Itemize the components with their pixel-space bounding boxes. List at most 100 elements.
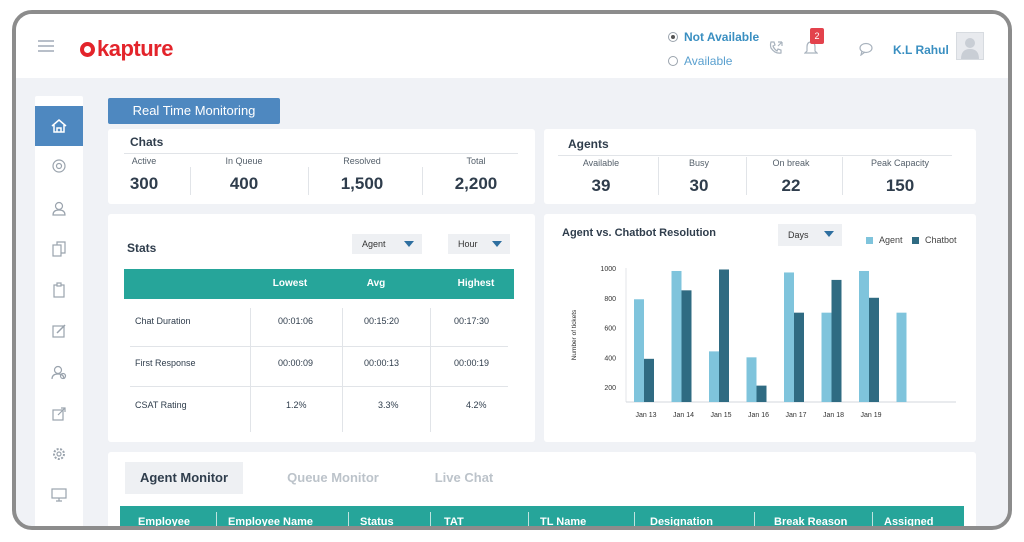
column-header[interactable]: Employee	[138, 516, 190, 528]
metric-value: 2,200	[454, 174, 498, 193]
tab-queue-monitor[interactable]: Queue Monitor	[287, 470, 379, 485]
y-tick-label: 400	[604, 355, 616, 362]
metric-label: Active	[131, 156, 157, 166]
row-label: CSAT Rating	[135, 400, 187, 410]
bar-agent-jan-16	[746, 357, 757, 402]
sidebar-item-user[interactable]	[35, 188, 83, 228]
kapture-logo[interactable]: kapture	[80, 36, 173, 62]
metric-label: In Queue	[225, 156, 263, 166]
agents-metric-busy: Busy 30	[664, 158, 734, 196]
edit-icon	[52, 324, 66, 338]
divider	[430, 512, 431, 526]
column-header[interactable]: Designation	[650, 516, 713, 528]
legend-label: Chatbot	[925, 235, 957, 245]
tab-agent-monitor[interactable]: Agent Monitor	[125, 462, 243, 494]
cell-value: 00:17:30	[454, 316, 490, 326]
sidebar-item-settings[interactable]	[35, 434, 83, 474]
bar-chart: 1000 800 600 400 200 Number of tickets Jan 13 J…	[571, 266, 956, 419]
phone-icon[interactable]	[768, 40, 784, 56]
status-available-option[interactable]: Available	[668, 54, 732, 68]
user-name[interactable]: K.L Rahul	[893, 43, 949, 57]
table-row: First Response 00:00:09 00:00:13 00:00:1…	[124, 344, 508, 384]
cell-value: 1.2%	[286, 400, 307, 410]
row-label: First Response	[135, 358, 196, 368]
column-header[interactable]: Break Reason	[774, 516, 848, 528]
metric-label: On break	[772, 158, 810, 168]
column-header[interactable]: Employee Name	[228, 516, 313, 528]
chats-card: Chats Active 300 In Queue 400 Resolved 1…	[108, 129, 535, 204]
sidebar-item-monitor[interactable]	[35, 475, 83, 515]
legend-chatbot: Chatbot	[912, 235, 957, 245]
agent-filter-dropdown[interactable]: Agent	[352, 234, 422, 254]
chats-metric-in-queue: In Queue 400	[202, 156, 286, 194]
x-tick-label: Jan 19	[860, 412, 881, 419]
metric-label: Peak Capacity	[870, 158, 930, 168]
metric-value: 300	[129, 174, 159, 193]
divider	[190, 167, 191, 195]
metric-label: Busy	[688, 158, 709, 168]
column-header[interactable]: Assigned	[884, 516, 934, 528]
x-tick-label: Jan 15	[710, 412, 731, 419]
agent-monitor-table-header: Employee Employee Name Status TAT TL Nam…	[120, 506, 964, 528]
agents-card: Agents Available 39 Busy 30 On break 22 …	[544, 129, 976, 204]
column-header[interactable]: TL Name	[540, 516, 587, 528]
sidebar-item-clipboard[interactable]	[35, 270, 83, 310]
bar-agent-jan-19	[859, 270, 869, 402]
row-label: Chat Duration	[135, 316, 191, 326]
chat-icon[interactable]	[858, 42, 874, 56]
legend-agent: Agent	[866, 235, 903, 245]
tab-live-chat[interactable]: Live Chat	[434, 470, 494, 485]
bar-chatbot-jan-13	[644, 358, 654, 402]
hour-filter-dropdown[interactable]: Hour	[448, 234, 510, 254]
divider	[872, 512, 873, 526]
column-header-highest: Highest	[457, 278, 495, 289]
radio-selected[interactable]	[668, 32, 678, 42]
legend-label: Agent	[879, 235, 903, 245]
settings-icon	[53, 448, 65, 460]
menu-icon[interactable]	[38, 40, 54, 52]
export-icon	[52, 407, 66, 421]
sidebar-item-export[interactable]	[35, 394, 83, 434]
sidebar-item-team[interactable]	[35, 352, 83, 392]
real-time-monitoring-button[interactable]: Real Time Monitoring	[108, 98, 280, 124]
bar-chatbot-jan-16	[756, 385, 767, 402]
avatar[interactable]	[956, 32, 984, 60]
clipboard-icon	[53, 282, 65, 298]
dropdown-value: Days	[788, 230, 809, 240]
bar-agent-jan-18	[821, 312, 832, 402]
cell-value: 3.3%	[378, 400, 399, 410]
y-tick-label: 200	[604, 385, 616, 392]
chats-metric-resolved: Resolved 1,500	[322, 156, 402, 194]
days-filter-dropdown[interactable]: Days	[778, 224, 842, 246]
chart-card: Agent vs. Chatbot Resolution Days Agent …	[544, 214, 976, 442]
bar-agent-jan-15	[709, 351, 719, 402]
stats-table-header: Lowest Avg Highest	[124, 269, 514, 299]
monitor-icon	[51, 488, 67, 502]
sidebar-item-dashboard[interactable]	[35, 146, 83, 186]
notification-badge[interactable]: 2	[810, 28, 824, 44]
chats-metric-active: Active 300	[114, 156, 174, 194]
y-tick-label: 600	[604, 326, 616, 333]
divider	[124, 153, 518, 154]
x-tick-label: Jan 18	[823, 412, 844, 419]
column-header[interactable]: Status	[360, 516, 394, 528]
sidebar-item-home[interactable]	[35, 106, 83, 146]
chart-title: Agent vs. Chatbot Resolution	[562, 227, 716, 239]
status-not-available-option[interactable]: Not Available	[668, 30, 759, 44]
sidebar-item-documents[interactable]	[35, 229, 83, 269]
metric-value: 39	[591, 176, 611, 195]
bar-chatbot-jan-15	[719, 269, 729, 402]
divider	[746, 157, 747, 195]
bar-agent-jan-17	[784, 272, 794, 402]
divider	[216, 512, 217, 526]
radio-unselected[interactable]	[668, 56, 678, 66]
divider	[528, 512, 529, 526]
sidebar	[35, 96, 83, 526]
sidebar-item-edit[interactable]	[35, 311, 83, 351]
y-tick-label: 1000	[600, 266, 616, 273]
cell-value: 00:00:13	[364, 358, 400, 368]
agents-metric-peak-capacity: Peak Capacity 150	[850, 158, 950, 196]
column-header[interactable]: TAT	[444, 516, 464, 528]
divider	[842, 157, 843, 195]
x-tick-label: Jan 14	[673, 412, 694, 419]
